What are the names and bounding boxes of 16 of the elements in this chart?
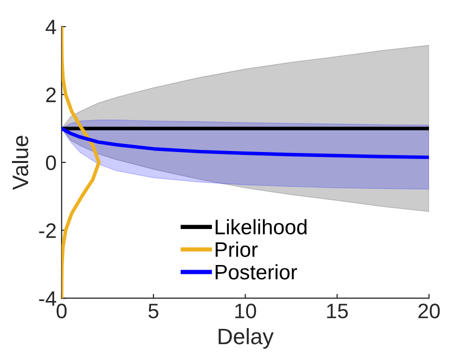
x-tick-label: 15	[327, 304, 348, 318]
line-series	[62, 126, 429, 160]
legend-label: Likelihood	[216, 219, 306, 234]
y-tick-label: 2	[46, 88, 56, 102]
y-tick-label: -2	[39, 223, 56, 238]
x-tick-label: 0	[56, 304, 67, 318]
x-tick-label: 10	[235, 304, 256, 318]
y-tick-label: 4	[46, 20, 56, 34]
y-tick-label: 0	[46, 155, 56, 170]
y-tick-label: -4	[39, 291, 56, 306]
legend-label: Prior	[216, 242, 258, 257]
x-axis-title: Delay	[218, 328, 274, 349]
legend-label: Posterior	[216, 264, 298, 280]
y-axis-title: Value	[12, 136, 28, 190]
x-tick-label: 20	[418, 304, 440, 318]
x-tick-label: 5	[148, 304, 158, 318]
